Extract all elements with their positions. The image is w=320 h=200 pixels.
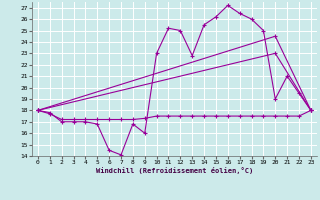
X-axis label: Windchill (Refroidissement éolien,°C): Windchill (Refroidissement éolien,°C) <box>96 167 253 174</box>
